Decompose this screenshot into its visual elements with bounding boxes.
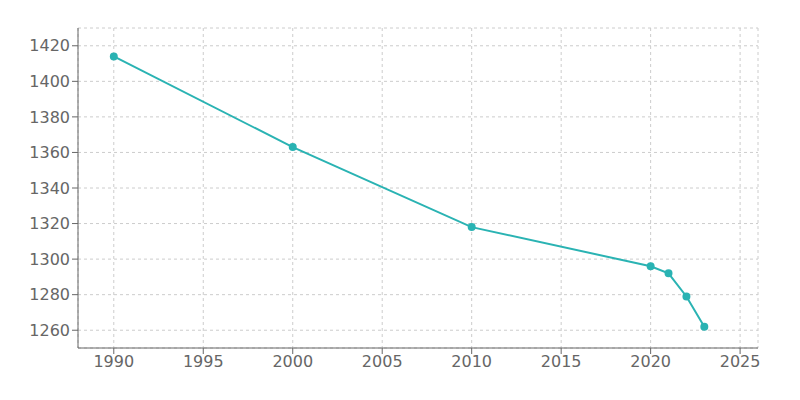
svg-text:1360: 1360 — [29, 143, 70, 162]
svg-text:1260: 1260 — [29, 321, 70, 340]
svg-text:2000: 2000 — [272, 352, 313, 371]
svg-text:2025: 2025 — [720, 352, 761, 371]
svg-text:1400: 1400 — [29, 72, 70, 91]
svg-text:1280: 1280 — [29, 285, 70, 304]
svg-text:1380: 1380 — [29, 108, 70, 127]
svg-text:2010: 2010 — [451, 352, 492, 371]
svg-text:1995: 1995 — [183, 352, 224, 371]
svg-text:1990: 1990 — [93, 352, 134, 371]
svg-text:1320: 1320 — [29, 214, 70, 233]
svg-text:1340: 1340 — [29, 179, 70, 198]
svg-text:1420: 1420 — [29, 36, 70, 55]
svg-text:2020: 2020 — [630, 352, 671, 371]
svg-text:2005: 2005 — [362, 352, 403, 371]
svg-text:2015: 2015 — [541, 352, 582, 371]
svg-text:1300: 1300 — [29, 250, 70, 269]
